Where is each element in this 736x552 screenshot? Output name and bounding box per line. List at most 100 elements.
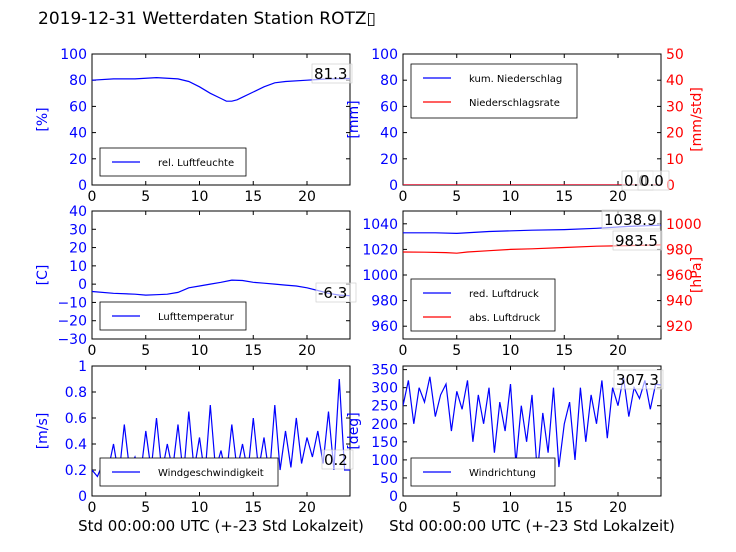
y-axis-label: [C]	[35, 265, 51, 286]
x-tick-label: 0	[88, 500, 97, 516]
x-tick-label: 20	[298, 500, 316, 516]
x-tick-label: 5	[452, 500, 461, 516]
y-tick-label: 0	[78, 277, 87, 293]
x-tick-label: 0	[399, 343, 408, 359]
y-axis-label: [deg]	[346, 412, 362, 449]
x-axis-label: Std 00:00:00 UTC (+-23 Std Lokalzeit)	[78, 517, 364, 535]
y-tick-label: 10	[69, 259, 87, 275]
y-tick-label: 80	[380, 73, 398, 89]
legend-entry: Windgeschwindigkeit	[158, 468, 264, 479]
value-annotation: 983.5	[615, 232, 658, 250]
legend-entry: Niederschlagsrate	[469, 98, 560, 109]
y2-tick-label: 980	[666, 242, 693, 258]
y-tick-label: 40	[380, 126, 398, 142]
y-tick-label: 0	[389, 178, 398, 194]
x-tick-label: 0	[88, 189, 97, 205]
value-annotation-box	[311, 63, 353, 84]
x-tick-label: 10	[191, 189, 209, 205]
y-tick-label: 40	[69, 204, 87, 220]
y-tick-label: 200	[371, 417, 398, 433]
legend-entry: kum. Niederschlag	[469, 74, 562, 85]
series-line-pressure-1	[403, 244, 661, 254]
value-annotation: -6.3	[318, 284, 347, 302]
value-annotation: 1038.9	[604, 211, 657, 229]
y-tick-label: 20	[380, 152, 398, 168]
x-tick-label: 15	[555, 500, 573, 516]
y-tick-label: 0	[78, 178, 87, 194]
y-tick-label: 100	[371, 453, 398, 469]
y-tick-label: 0	[389, 489, 398, 505]
y-tick-label: 1	[78, 359, 87, 375]
value-annotation-box	[321, 449, 354, 470]
x-tick-label: 0	[399, 500, 408, 516]
y-tick-label: 100	[60, 47, 87, 63]
y-tick-label: 0.8	[65, 385, 87, 401]
x-tick-label: 20	[609, 343, 627, 359]
figure-title: 2019-12-31 Wetterdaten Station ROTZ▯	[38, 9, 376, 29]
x-tick-label: 0	[399, 189, 408, 205]
x-tick-label: 10	[191, 500, 209, 516]
y-tick-label: 20	[69, 241, 87, 257]
y-tick-label: −30	[57, 332, 87, 348]
y-tick-label: 0	[78, 489, 87, 505]
series-line-wind_direction-0	[403, 376, 661, 475]
y-tick-label: 20	[69, 152, 87, 168]
y-tick-label: 0.6	[65, 411, 87, 427]
y2-tick-label: 940	[666, 294, 693, 310]
y-tick-label: 1000	[362, 268, 398, 284]
y-tick-label: 30	[69, 222, 87, 238]
y-tick-label: 350	[371, 363, 398, 379]
y-tick-label: −20	[57, 314, 87, 330]
value-annotation: 307.3	[616, 371, 659, 389]
x-tick-label: 20	[298, 189, 316, 205]
y-tick-label: 60	[380, 99, 398, 115]
y2-tick-label: 40	[666, 73, 684, 89]
legend-wind_speed: Windgeschwindigkeit	[99, 457, 279, 487]
y-axis-label: [mm]	[346, 100, 362, 138]
y-tick-label: 40	[69, 126, 87, 142]
legend-precipitation: kum. Niederschlag Niederschlagsrate	[410, 63, 578, 119]
y-tick-label: 0.4	[65, 437, 87, 453]
x-tick-label: 0	[88, 343, 97, 359]
y2-tick-label: 10	[666, 152, 684, 168]
legend-temperature: Lufttemperatur	[99, 301, 247, 331]
x-tick-label: 5	[141, 500, 150, 516]
value-annotation-box	[315, 282, 357, 303]
chart-precipitation: 0 5 10 15 20 0 20 40 60 80 100 0 10 20 30 40 50 [mm] [mm/s…	[346, 47, 705, 205]
value-annotation-box	[601, 209, 661, 230]
x-axis-label: Std 00:00:00 UTC (+-23 Std Lokalzeit)	[389, 517, 675, 535]
x-tick-label: 5	[452, 343, 461, 359]
value-annotation-box	[612, 230, 663, 251]
chart-wind_speed: 0 5 10 15 20 0 0.2 0.4 0.6 0.8 1 [m/s] Std 00:00:00 …	[35, 359, 364, 535]
plot-frame	[91, 210, 351, 340]
legend-wind_direction: Windrichtung	[410, 457, 556, 487]
x-tick-label: 10	[502, 189, 520, 205]
value-annotation-box	[637, 170, 670, 191]
plot-frame	[91, 365, 351, 497]
legend-humidity: rel. Luftfeuchte	[99, 147, 247, 177]
x-tick-label: 15	[244, 343, 262, 359]
y-tick-label: 0.2	[65, 463, 87, 479]
x-tick-label: 5	[452, 189, 461, 205]
y2-tick-label: 0	[666, 178, 675, 194]
y2-axis-label: [mm/std]	[689, 87, 705, 152]
x-tick-label: 15	[244, 500, 262, 516]
legend-entry: abs. Luftdruck	[469, 313, 540, 324]
y-axis-label: [m/s]	[35, 413, 51, 450]
x-tick-label: 15	[555, 343, 573, 359]
y-tick-label: 980	[371, 294, 398, 310]
plot-frame	[91, 53, 351, 186]
legend-box	[410, 63, 578, 119]
plot-frame	[402, 365, 662, 497]
x-tick-label: 10	[502, 500, 520, 516]
y-tick-label: 960	[371, 319, 398, 335]
legend-pressure: red. Luftdruck abs. Luftdruck	[410, 278, 556, 332]
chart-pressure: 0 5 10 15 20 960 980 1000 1020 1040 920 940 960 980 10…	[362, 209, 705, 359]
y-tick-label: 1020	[362, 242, 398, 258]
x-tick-label: 20	[609, 500, 627, 516]
y2-tick-label: 30	[666, 99, 684, 115]
legend-entry: Lufttemperatur	[158, 312, 235, 323]
y2-axis-label: [hPa]	[689, 257, 705, 293]
y-tick-label: 300	[371, 381, 398, 397]
